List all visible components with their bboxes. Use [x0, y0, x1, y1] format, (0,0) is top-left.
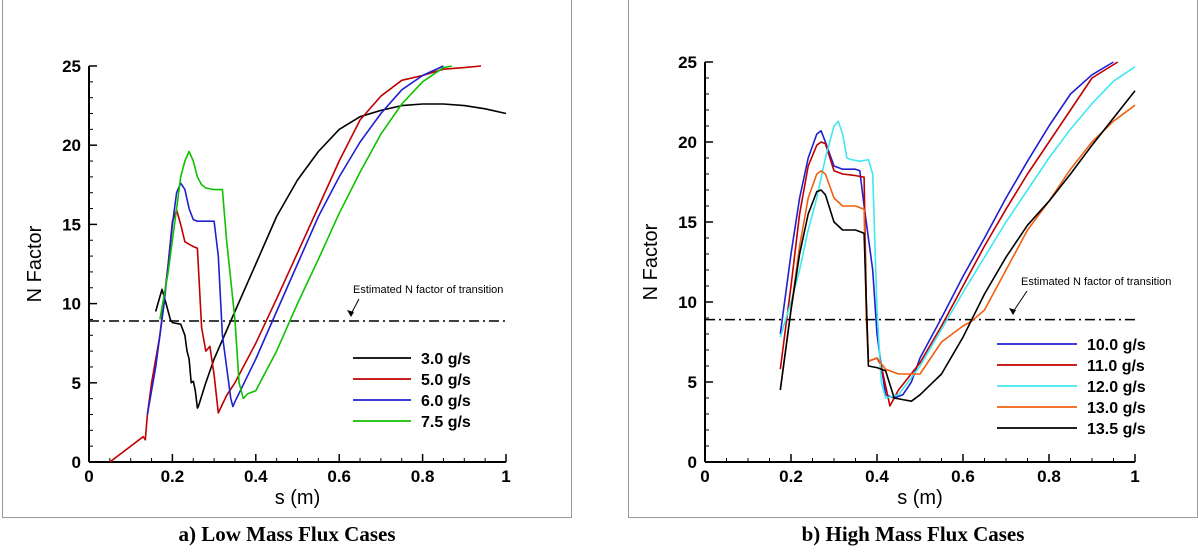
chart-panel-low-mass-flux: 0 0.2 0.4 0.6 0.8 1 0 5 10 15 20 25 s (m) N Factor Est…: [2, 0, 572, 518]
y-tick-label: 0: [688, 453, 697, 472]
x-tick-label: 0.8: [411, 467, 435, 486]
y-tick-label: 20: [62, 136, 81, 155]
y-tick-label: 15: [678, 213, 697, 232]
legend-label: 6.0 g/s: [421, 393, 471, 410]
y-tick-label: 10: [62, 295, 81, 314]
series-line-13-0-g-s: [779, 104, 1136, 391]
y-axis-label: N Factor: [24, 225, 46, 302]
legend-label: 7.5 g/s: [421, 414, 471, 431]
y-axis-label: N Factor: [640, 223, 662, 300]
y-tick-label: 5: [688, 373, 697, 392]
y-tick-label: 25: [678, 53, 697, 72]
x-tick-label: 0.2: [161, 467, 185, 486]
x-axis-label: s (m): [897, 487, 943, 509]
y-tick-label: 10: [678, 293, 697, 312]
legend-label: 12.0 g/s: [1087, 379, 1146, 396]
legend-label: 3.0 g/s: [421, 351, 471, 368]
y-tick-label: 0: [72, 453, 81, 472]
legend-label: 13.0 g/s: [1087, 400, 1146, 417]
x-tick-label: 1: [501, 467, 510, 486]
series-line-12-0-g-s: [779, 66, 1136, 399]
series-line-13-5-g-s: [779, 90, 1136, 403]
x-tick-label: 0.4: [865, 467, 889, 486]
legend-label: 11.0 g/s: [1087, 358, 1145, 375]
x-tick-label: 0.2: [779, 467, 803, 486]
x-tick-label: 0.6: [327, 467, 351, 486]
x-tick-label: 1: [1130, 467, 1139, 486]
transition-annotation: Estimated N factor of transition: [353, 284, 503, 296]
x-tick-label: 0.6: [951, 467, 975, 486]
x-axis-label: s (m): [275, 487, 321, 509]
transition-annotation: Estimated N factor of transition: [1021, 276, 1171, 288]
series-line-3-0-g-s: [154, 103, 507, 409]
legend-label: 10.0 g/s: [1087, 337, 1146, 354]
annotation-arrow-line: [350, 298, 360, 315]
y-tick-label: 20: [678, 133, 697, 152]
series-line-7-5-g-s: [159, 65, 452, 400]
series-line-6-0-g-s: [146, 65, 444, 415]
x-tick-label: 0.8: [1037, 467, 1061, 486]
x-tick-label: 0: [700, 467, 709, 486]
x-tick-label: 0: [84, 467, 93, 486]
annotation-arrow-head: [1009, 308, 1016, 315]
legend-label: 5.0 g/s: [421, 372, 471, 389]
caption-high-mass-flux: b) High Mass Flux Cases: [801, 522, 1025, 546]
chart-panel-high-mass-flux: 0 0.2 0.4 0.6 0.8 1 0 5 10 15 20 25 s (m) N Factor Est…: [628, 0, 1198, 518]
x-tick-label: 0.4: [244, 467, 268, 486]
annotation-arrow-head: [347, 310, 354, 317]
y-tick-label: 5: [72, 374, 81, 393]
series-line-11-0-g-s: [779, 61, 1119, 407]
annotation-arrow-line: [1012, 290, 1028, 313]
series-line-10-0-g-s: [779, 61, 1114, 399]
legend-label: 13.5 g/s: [1087, 421, 1146, 438]
caption-low-mass-flux: a) Low Mass Flux Cases: [178, 522, 396, 546]
y-tick-label: 25: [62, 57, 81, 76]
y-tick-label: 15: [62, 215, 81, 234]
